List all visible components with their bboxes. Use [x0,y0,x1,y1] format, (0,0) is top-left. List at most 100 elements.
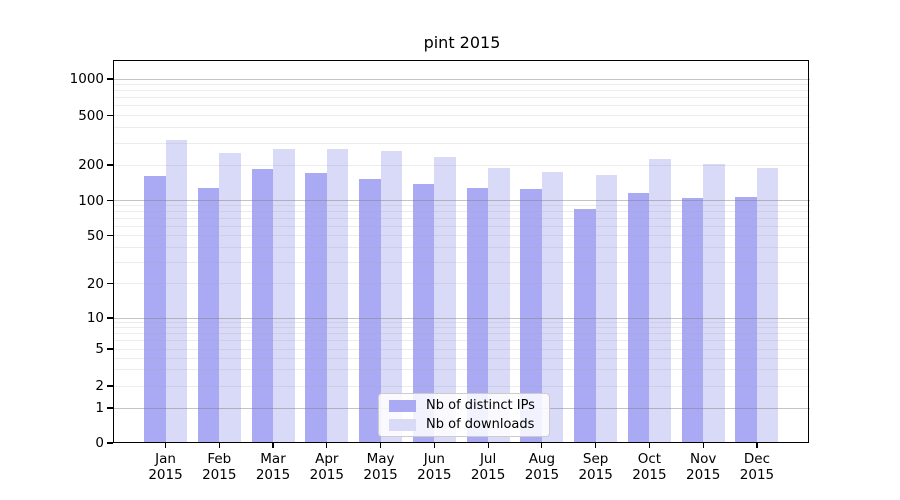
x-tick-month: Mar [260,451,286,467]
x-tick-mark [164,443,167,448]
x-tick-label: Dec 2015 [725,451,789,483]
gridline-minor [114,127,810,129]
x-tick-month: Sep [582,451,609,467]
gridline-minor [114,225,810,227]
x-tick-month: Aug [528,451,556,467]
y-tick-label: 2 [95,378,104,394]
gridline-minor [114,205,810,207]
gridline-minor [114,327,810,329]
x-tick-label: Nov 2015 [671,451,735,483]
legend-item: Nb of downloads [389,417,549,432]
legend: Nb of distinct IPs Nb of downloads [378,393,550,437]
bar-downloads-dec [756,167,779,443]
x-tick-year: 2015 [524,467,560,483]
gridline-minor [114,164,810,166]
x-tick-year: 2015 [309,467,344,483]
y-tick-mark [107,348,113,350]
bar-distinct-ips-nov [681,197,704,443]
gridline-minor [114,97,810,99]
x-tick-mark [648,443,651,448]
bar-downloads-nov [703,164,725,443]
gridline-major [114,317,810,319]
x-tick-label: Apr 2015 [295,451,359,483]
bar-downloads-mar [273,148,295,443]
gridline-minor [114,283,810,284]
y-tick-mark [107,78,113,80]
legend-swatch-distinct-ips [389,399,416,412]
x-tick-label: May 2015 [349,451,413,483]
bar-distinct-ips-sep [574,209,596,443]
bar-downloads-feb [219,152,241,443]
x-tick-year: 2015 [148,467,183,483]
y-tick-label: 100 [78,192,104,209]
x-tick-label: Jan 2015 [134,451,198,483]
y-tick-mark [107,114,113,117]
gridline-minor [114,340,810,342]
bar-distinct-ips-apr [305,173,327,443]
x-tick-mark [433,443,435,448]
x-tick-year: 2015 [255,467,291,483]
gridline-minor [114,90,810,92]
x-tick-mark [595,443,597,448]
gridline-minor [114,211,810,213]
gridline-minor [114,235,810,236]
x-tick-month: Jul [479,451,497,467]
x-tick-label: Mar 2015 [241,451,305,483]
y-tick-mark [107,199,113,202]
legend-swatch-downloads [389,418,416,431]
bar-distinct-ips-mar [251,168,274,443]
x-tick-year: 2015 [363,467,398,483]
y-tick-label: 5 [95,341,104,357]
gridline-major [114,78,810,80]
y-tick-mark [107,385,113,387]
x-tick-year: 2015 [202,467,237,483]
bar-downloads-jul [488,167,510,443]
gridline-minor [114,357,810,359]
legend-label: Nb of distinct IPs [426,398,535,413]
gridline-minor [114,333,810,335]
x-tick-label: Aug 2015 [510,451,574,483]
x-tick-year: 2015 [632,467,667,483]
y-tick-label: 500 [78,107,104,124]
gridline-minor [114,218,810,219]
y-tick-mark [107,442,113,444]
gridline-minor [114,142,810,144]
y-tick-label: 200 [78,157,104,173]
bar-downloads-apr [326,148,349,443]
y-tick-label: 50 [86,227,104,244]
bar-distinct-ips-feb [197,188,220,443]
x-tick-mark [756,443,758,448]
bar-downloads-sep [595,174,618,443]
x-tick-month: Apr [315,451,339,467]
bar-downloads-jun [434,157,456,443]
x-tick-year: 2015 [739,467,775,483]
gridline-minor [114,369,810,371]
bar-distinct-ips-oct [627,193,650,443]
gridline-minor [114,322,810,324]
x-tick-month: Jun [423,451,445,467]
bar-downloads-may [380,151,403,443]
gridline-minor [114,84,810,86]
gridline-minor [114,385,810,387]
x-tick-mark [487,443,489,448]
gridline-minor [114,246,810,248]
bar-distinct-ips-dec [735,196,757,443]
gridline-major [114,200,810,201]
gridline-minor [114,105,810,107]
bar-downloads-aug [541,171,564,443]
bar-distinct-ips-jan [144,176,166,443]
y-tick-label: 0 [95,435,104,451]
bar-downloads-jan [165,139,187,443]
bar-distinct-ips-jun [412,184,435,443]
y-tick-label: 1 [95,400,104,416]
y-tick-mark [107,164,113,166]
chart-title: pint 2015 [423,33,501,52]
bar-distinct-ips-may [359,179,381,443]
y-tick-mark [107,317,113,319]
legend-item: Nb of distinct IPs [389,398,549,413]
y-tick-mark [107,282,113,285]
legend-label: Nb of downloads [426,417,535,432]
x-tick-label: Feb 2015 [187,451,251,483]
x-tick-label: Jun 2015 [402,451,466,483]
